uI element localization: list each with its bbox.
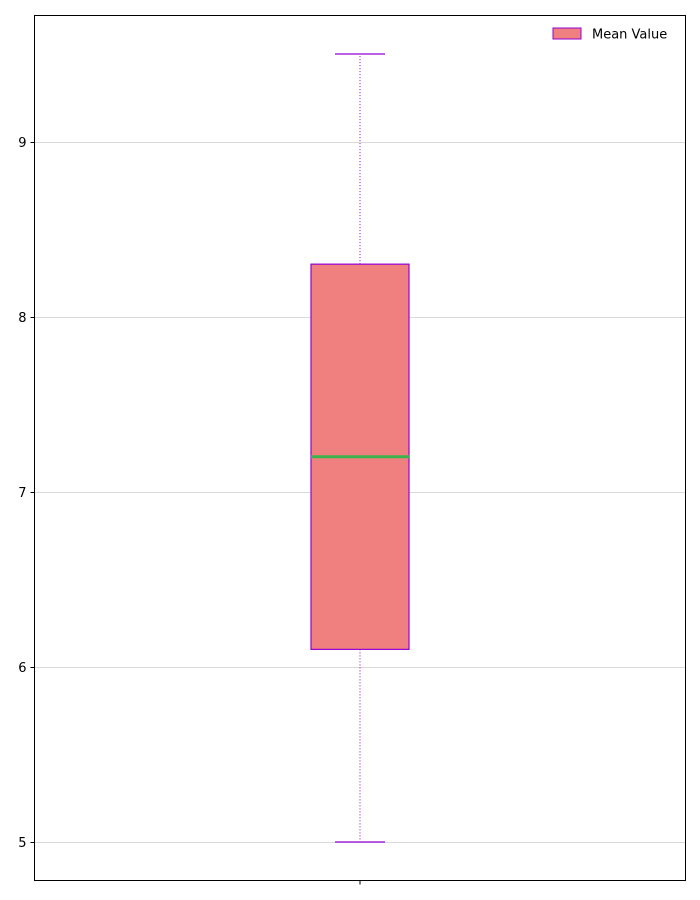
y-tick-label-9: 9 — [18, 136, 26, 151]
y-tick-label-6: 6 — [18, 661, 26, 676]
box-plot-series — [310, 53, 410, 843]
legend-label: Mean Value — [592, 28, 667, 43]
y-axis-ticks: 5 6 7 8 9 — [18, 136, 35, 851]
legend-swatch — [552, 27, 582, 40]
legend: Mean Value — [552, 27, 667, 43]
plot-area-frame — [34, 15, 686, 881]
y-tick-label-5: 5 — [18, 836, 26, 851]
y-tick-label-7: 7 — [18, 486, 26, 501]
y-tick-label-8: 8 — [18, 311, 26, 326]
